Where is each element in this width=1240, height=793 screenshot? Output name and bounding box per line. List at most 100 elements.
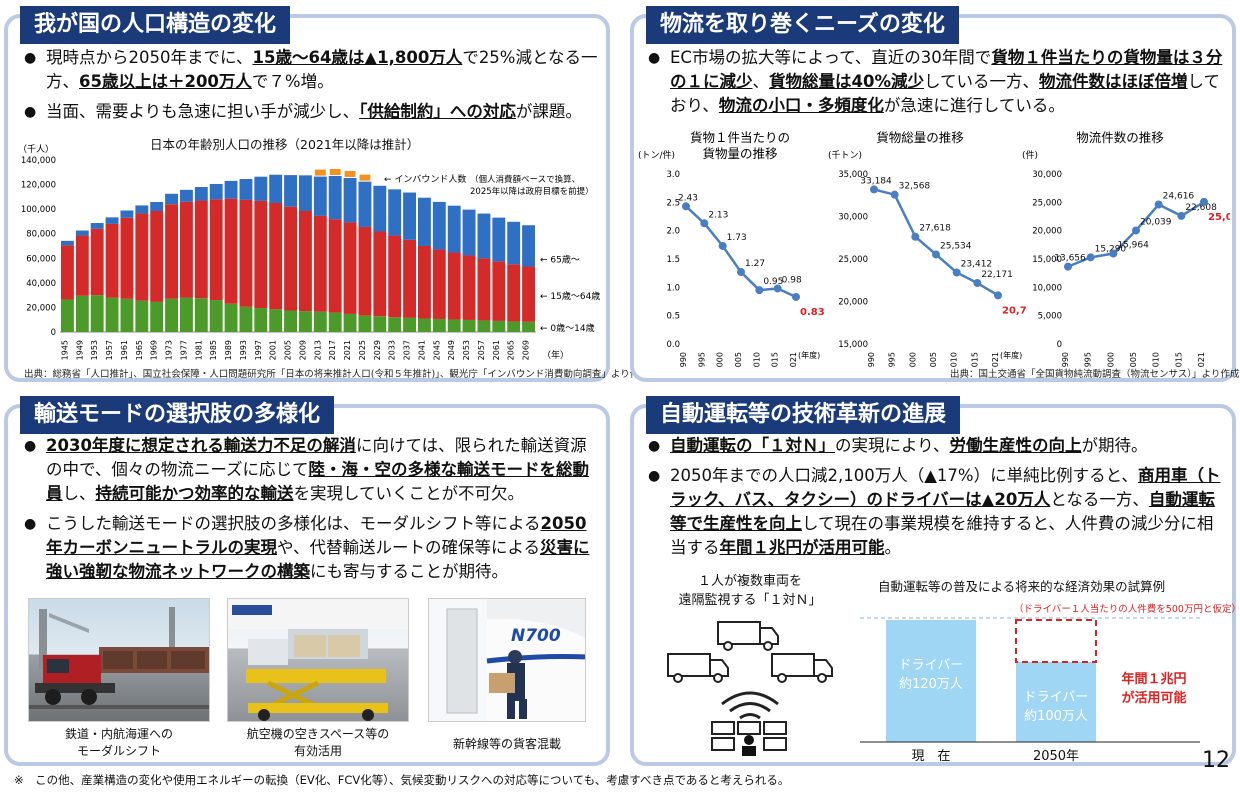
bar-segment: [507, 321, 521, 332]
bar-segment: [150, 202, 164, 211]
x-tick-label: 1961: [120, 340, 129, 360]
annotation-inbound: ← インバウンド人数: [384, 173, 466, 185]
y-tick-label: 10,000: [1032, 283, 1062, 293]
chart-title: 貨物総量の推移: [876, 130, 964, 145]
signal-icon: [721, 691, 779, 720]
bar-segment: [447, 319, 461, 332]
population-chart-title: 日本の年齢別人口の推移（2021年以降は推計）: [150, 137, 420, 152]
bar-segment: [522, 321, 535, 332]
y-tick-label: 40,000: [26, 279, 56, 289]
bar-2050: [1016, 662, 1096, 742]
photo-shinkansen: N700: [428, 598, 586, 722]
bar-segment: [388, 235, 402, 318]
cost-assumption-note: （ドライバー１人当たりの人件費を500万円と仮定）: [1014, 604, 1240, 615]
y-tick-label: 30,000: [1032, 170, 1062, 180]
bar-segment: [313, 215, 327, 312]
data-label: 23,412: [961, 259, 993, 269]
bar-segment: [120, 217, 134, 299]
x-tick-label: 1985: [209, 340, 218, 360]
bar-segment: [224, 198, 238, 304]
x-tick-label: 2045: [432, 340, 441, 360]
y-tick-label: 120,000: [21, 181, 56, 191]
remote-monitoring-caption: １人が複数車両を 遠隔監視する「１対Ｎ」: [678, 574, 822, 608]
x-tick-label: 1995: [1084, 352, 1093, 368]
bar-segment: [507, 264, 521, 322]
data-point: [1132, 226, 1140, 235]
x-tick-label: 1981: [194, 340, 203, 360]
x-tick-label: 1949: [75, 340, 84, 360]
automation-bullet-2: 2050年までの人口減2,100万人（▲17%）に単純比例すると、商用車（トラッ…: [648, 464, 1228, 560]
data-label: 1.27: [745, 259, 765, 269]
x-tick-label: 2021: [991, 352, 1000, 368]
bar-segment: [135, 300, 149, 332]
bar-segment: [299, 175, 312, 211]
bar-segment: [447, 252, 461, 320]
data-point: [1200, 197, 1208, 206]
y-tick-label: 140,000: [21, 156, 56, 166]
x-tick-label: 2017: [328, 340, 337, 360]
bar-segment: [507, 221, 521, 265]
bar-segment: [403, 317, 416, 332]
data-label: 32,568: [899, 182, 931, 192]
panel-transport-modes-title: 輸送モードの選択肢の多様化: [20, 396, 335, 434]
x-tick-label: 2000: [716, 352, 725, 368]
data-label: 15,964: [1117, 241, 1149, 251]
y-tick-label: 80,000: [26, 230, 56, 240]
logistics-source: 出典：国土交通省「全国貨物純流動調査（物流センサス）」より作成: [950, 369, 1240, 380]
y-tick-label: 1.5: [666, 255, 680, 265]
chart-title: 貨物１件当たりの: [690, 130, 790, 145]
bar-segment: [75, 235, 89, 296]
bar-segment: [90, 295, 104, 332]
annotation-inbound-note-2: 2025年以降は政府目標を前提）: [470, 186, 594, 197]
data-label: 22,171: [981, 270, 1013, 280]
bar-segment: [522, 225, 535, 267]
bar-segment: [492, 320, 506, 332]
x-tick-label: 2065: [507, 340, 516, 360]
data-label: 20,722: [1002, 305, 1026, 316]
x-tick-label: 1973: [165, 340, 174, 360]
x-tick-label: 2010: [950, 352, 959, 368]
data-point: [1064, 262, 1072, 271]
bar-segment: [75, 230, 89, 236]
economic-effect-chart: [860, 617, 1200, 743]
bar-segment: [462, 319, 476, 332]
population-bullet-1: 現時点から2050年までに、15歳～64歳は▲1,800万人で25%減となる一方…: [24, 46, 608, 94]
x-tick-label: 2015: [1174, 352, 1183, 368]
bar-segment: [90, 223, 104, 229]
x-tick-label: 2010: [1152, 352, 1161, 368]
x-tick-label: 2057: [477, 340, 486, 360]
data-point: [870, 185, 878, 194]
x-tick-label: 2005: [284, 340, 293, 360]
bar-segment: [462, 209, 476, 256]
y-tick-label: 5,000: [1038, 312, 1062, 322]
logistics-bullet-1: EC市場の拡大等によって、直近の30年間で貨物１件当たりの貨物量は３分の１に減少…: [648, 46, 1228, 118]
bar-2050-label: ドライバー 約100万人: [1023, 690, 1089, 724]
truck-icon: [667, 653, 729, 683]
y-tick-label: 60,000: [26, 254, 56, 264]
bar-segment: [165, 204, 178, 299]
bar-segment: [105, 297, 119, 332]
x-tick-label: 1969: [150, 340, 159, 360]
bar-segment: [120, 298, 134, 332]
x-tick-label: 2000: [908, 352, 917, 368]
truck-icon: [717, 621, 779, 651]
bar-segment: [373, 185, 387, 232]
remote-monitoring-illustration: [667, 621, 833, 756]
bar-segment: [209, 199, 223, 301]
transport-bullet-1: 2030年度に想定される輸送力不足の解消に向けては、限られた輸送資源の中で、個々…: [24, 434, 602, 506]
y-tick-label: 2.5: [666, 198, 680, 208]
x-tick-label: 1945: [60, 340, 69, 360]
footer-note: ※ この他、産業構造の変化や使用エネルギーの転換（EV化、FCV化等）、気候変動…: [14, 773, 790, 787]
annotation-65plus: ← 65歳～: [540, 253, 580, 265]
photo-rail-truck: [28, 598, 210, 722]
annotation-15-64: ← 15歳～64歳: [540, 290, 600, 302]
x-tick-label: 2000: [1106, 352, 1115, 368]
bar-segment: [299, 311, 312, 332]
panel-logistics-needs-title: 物流を取り巻くニーズの変化: [646, 6, 959, 44]
x-tick-label: 2029: [373, 340, 382, 360]
bar-segment: [358, 226, 372, 316]
y-tick-label: 35,000: [838, 170, 868, 180]
bar-segment: [239, 306, 253, 332]
bar-segment: [120, 210, 134, 218]
aircraft-loader-illustration: [228, 599, 408, 721]
